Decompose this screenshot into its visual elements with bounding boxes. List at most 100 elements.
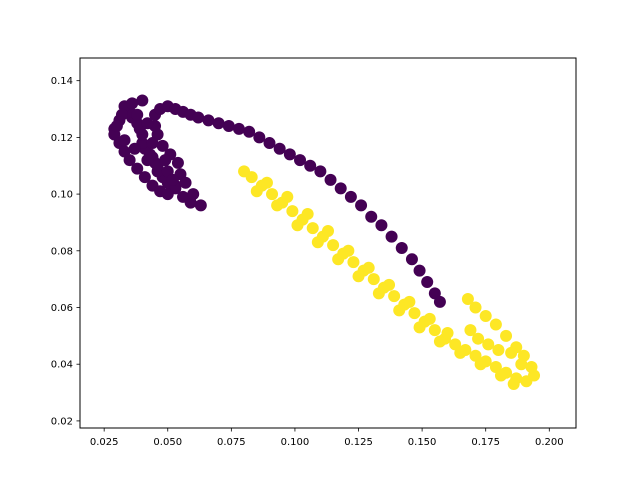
scatter-point bbox=[115, 108, 128, 121]
scatter-point bbox=[118, 134, 131, 147]
scatter-point bbox=[212, 117, 225, 130]
scatter-point bbox=[187, 188, 200, 201]
scatter-point bbox=[301, 207, 314, 220]
x-tick-label: 0.125 bbox=[344, 437, 373, 448]
scatter-point bbox=[342, 244, 355, 257]
y-tick-label: 0.04 bbox=[51, 360, 73, 371]
y-tick-label: 0.06 bbox=[51, 303, 73, 314]
scatter-point bbox=[507, 378, 520, 391]
scatter-point bbox=[250, 185, 263, 198]
scatter-point bbox=[479, 310, 492, 323]
scatter-point bbox=[131, 108, 144, 121]
x-tick-label: 0.025 bbox=[90, 437, 119, 448]
scatter-point bbox=[253, 131, 266, 144]
scatter-point bbox=[454, 346, 467, 359]
scatter-point bbox=[383, 278, 396, 291]
scatter-point bbox=[388, 290, 401, 303]
scatter-point bbox=[375, 219, 388, 232]
scatter-point bbox=[123, 154, 136, 167]
scatter-point bbox=[472, 332, 485, 345]
scatter-point bbox=[324, 173, 337, 186]
scatter-point bbox=[482, 338, 495, 351]
x-tick-label: 0.200 bbox=[535, 437, 564, 448]
scatter-point bbox=[128, 142, 141, 155]
scatter-point bbox=[141, 117, 154, 130]
scatter-point bbox=[362, 261, 375, 274]
x-axis: 0.025 0.050 0.075 0.100 0.125 0.150 0.175 0.200 bbox=[90, 428, 564, 448]
y-tick-label: 0.14 bbox=[51, 76, 73, 87]
scatter-point bbox=[423, 312, 436, 325]
scatter-point bbox=[291, 219, 304, 232]
scatter-point bbox=[395, 241, 408, 254]
scatter-point bbox=[273, 142, 286, 155]
points-layer bbox=[108, 94, 541, 391]
scatter-point bbox=[393, 304, 406, 317]
scatter-point bbox=[421, 275, 434, 288]
scatter-point bbox=[138, 171, 151, 184]
scatter-point bbox=[413, 264, 426, 277]
scatter-point bbox=[492, 344, 505, 357]
scatter-point bbox=[344, 190, 357, 203]
scatter-point bbox=[327, 239, 340, 252]
scatter-point bbox=[469, 301, 482, 314]
y-tick-label: 0.02 bbox=[51, 416, 73, 427]
scatter-point bbox=[281, 190, 294, 203]
scatter-point bbox=[177, 190, 190, 203]
y-axis: 0.02 0.04 0.06 0.08 0.10 0.12 0.14 bbox=[51, 76, 80, 427]
scatter-point bbox=[464, 324, 477, 337]
scatter-point bbox=[372, 287, 385, 300]
scatter-point bbox=[136, 94, 149, 107]
scatter-point bbox=[192, 111, 205, 124]
scatter-point bbox=[403, 295, 416, 308]
scatter-point bbox=[474, 358, 487, 371]
scatter-point bbox=[314, 165, 327, 178]
scatter-point bbox=[146, 137, 159, 150]
scatter-point bbox=[352, 270, 365, 283]
scatter-point bbox=[166, 173, 179, 186]
scatter-point bbox=[405, 253, 418, 266]
scatter-point bbox=[263, 137, 276, 150]
scatter-point bbox=[367, 273, 380, 286]
scatter-point bbox=[322, 224, 334, 237]
y-tick-label: 0.12 bbox=[51, 133, 73, 144]
x-tick-label: 0.175 bbox=[471, 437, 500, 448]
scatter-point bbox=[515, 358, 528, 371]
scatter-point bbox=[194, 199, 207, 212]
scatter-point bbox=[311, 236, 324, 249]
scatter-point bbox=[260, 176, 273, 189]
scatter-point bbox=[202, 114, 215, 127]
scatter-point bbox=[428, 324, 441, 337]
y-tick-label: 0.10 bbox=[51, 190, 73, 201]
scatter-point bbox=[110, 120, 123, 133]
scatter-point bbox=[494, 369, 507, 382]
scatter-point bbox=[304, 159, 317, 172]
scatter-point bbox=[461, 293, 474, 305]
scatter-point bbox=[413, 321, 426, 334]
scatter-point bbox=[222, 120, 235, 133]
scatter-point bbox=[286, 205, 299, 218]
scatter-point bbox=[355, 199, 368, 212]
scatter-point bbox=[245, 171, 258, 184]
scatter-point bbox=[365, 210, 378, 223]
scatter-point bbox=[156, 139, 169, 152]
scatter-point bbox=[171, 156, 184, 169]
scatter-point bbox=[161, 188, 174, 201]
scatter-point bbox=[525, 361, 538, 374]
scatter-point bbox=[232, 122, 245, 135]
scatter-point bbox=[294, 154, 307, 167]
scatter-point bbox=[141, 154, 154, 167]
plot-frame bbox=[79, 57, 577, 429]
scatter-point bbox=[347, 256, 360, 269]
scatter-point bbox=[441, 327, 454, 340]
scatter-point bbox=[179, 176, 192, 189]
scatter-point bbox=[159, 154, 172, 167]
scatter-point bbox=[332, 253, 345, 266]
x-tick-label: 0.150 bbox=[408, 437, 437, 448]
scatter-point bbox=[243, 125, 256, 138]
scatter-point bbox=[433, 295, 446, 308]
y-tick-label: 0.08 bbox=[51, 246, 73, 257]
scatter-point bbox=[271, 199, 284, 212]
scatter-point bbox=[283, 148, 296, 161]
x-tick-label: 0.100 bbox=[281, 437, 310, 448]
